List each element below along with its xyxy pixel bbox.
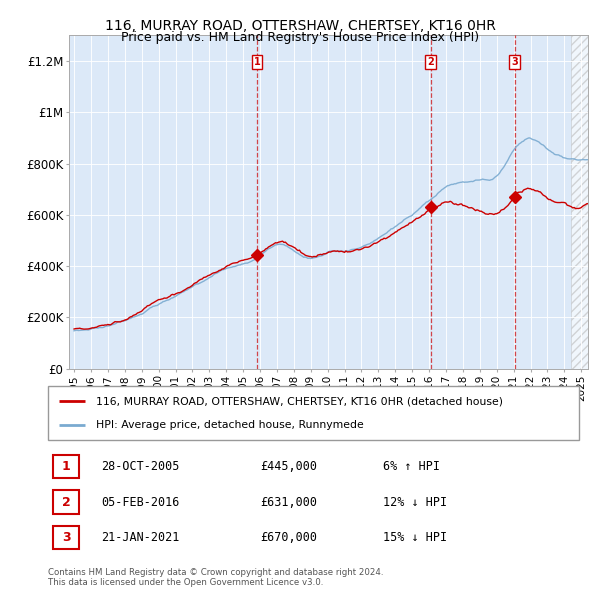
Text: 3: 3 [511, 57, 518, 67]
Text: 15% ↓ HPI: 15% ↓ HPI [383, 531, 446, 544]
Text: 116, MURRAY ROAD, OTTERSHAW, CHERTSEY, KT16 0HR (detached house): 116, MURRAY ROAD, OTTERSHAW, CHERTSEY, K… [96, 396, 503, 407]
Text: Price paid vs. HM Land Registry's House Price Index (HPI): Price paid vs. HM Land Registry's House … [121, 31, 479, 44]
Text: Contains HM Land Registry data © Crown copyright and database right 2024.
This d: Contains HM Land Registry data © Crown c… [48, 568, 383, 587]
Text: HPI: Average price, detached house, Runnymede: HPI: Average price, detached house, Runn… [96, 419, 364, 430]
Text: 05-FEB-2016: 05-FEB-2016 [101, 496, 179, 509]
Text: £670,000: £670,000 [260, 531, 317, 544]
Text: 2: 2 [427, 57, 434, 67]
Bar [571, 35, 600, 369]
Text: £445,000: £445,000 [260, 460, 317, 473]
FancyBboxPatch shape [53, 490, 79, 514]
FancyBboxPatch shape [53, 455, 79, 478]
Text: £631,000: £631,000 [260, 496, 317, 509]
FancyBboxPatch shape [48, 386, 579, 440]
Text: 116, MURRAY ROAD, OTTERSHAW, CHERTSEY, KT16 0HR: 116, MURRAY ROAD, OTTERSHAW, CHERTSEY, K… [104, 19, 496, 34]
Text: 1: 1 [254, 57, 260, 67]
Text: 3: 3 [62, 531, 70, 544]
Text: 6% ↑ HPI: 6% ↑ HPI [383, 460, 440, 473]
Text: 21-JAN-2021: 21-JAN-2021 [101, 531, 179, 544]
Text: 2: 2 [62, 496, 70, 509]
FancyBboxPatch shape [53, 526, 79, 549]
Text: 1: 1 [62, 460, 70, 473]
Text: 12% ↓ HPI: 12% ↓ HPI [383, 496, 446, 509]
Text: 28-OCT-2005: 28-OCT-2005 [101, 460, 179, 473]
